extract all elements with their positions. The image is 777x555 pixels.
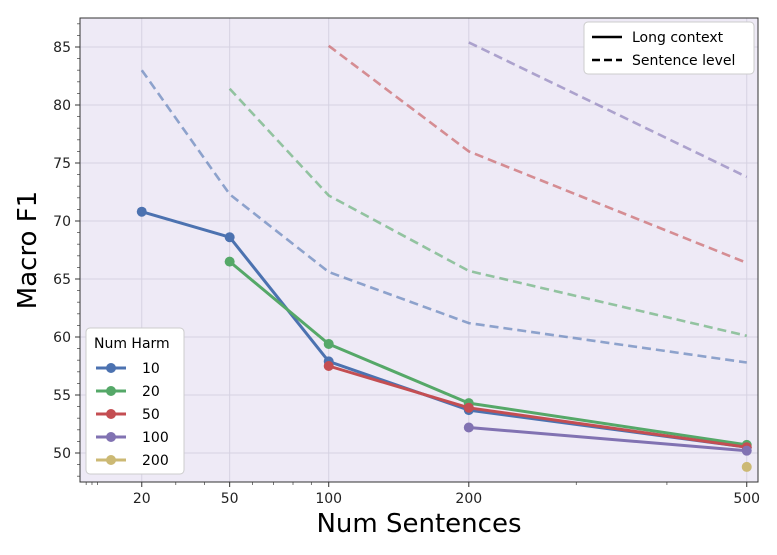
- x-tick-label: 500: [733, 491, 760, 507]
- series-line-sentence-level-20: [228, 87, 747, 338]
- legend-swatch-marker: [106, 455, 116, 465]
- data-point-100: [463, 422, 474, 433]
- y-tick-label: 85: [53, 40, 71, 56]
- y-tick-label: 65: [53, 272, 71, 288]
- legend-title: Num Harm: [94, 336, 170, 352]
- data-point-200: [741, 461, 752, 472]
- y-tick-label: 55: [53, 388, 71, 404]
- data-point-20: [224, 256, 235, 267]
- legend-swatch-marker: [106, 363, 116, 373]
- x-axis-title: Num Sentences: [316, 509, 521, 539]
- legend-label: 20: [142, 384, 160, 400]
- legend-label: Long context: [632, 30, 724, 46]
- legend-swatch-marker: [106, 386, 116, 396]
- plot-frame: [79, 17, 759, 483]
- legend-line-style: Long context Sentence level: [583, 21, 755, 75]
- y-tick-label: 80: [53, 98, 71, 114]
- legend-box: [583, 21, 755, 75]
- axes: 50 55 60 65 70 75 80 85 20 50 100 200 500: [53, 17, 760, 507]
- legend-swatch-marker: [106, 409, 116, 419]
- legend-label: 50: [142, 407, 160, 423]
- data-point-100: [741, 445, 752, 456]
- legend-label: 100: [142, 430, 169, 446]
- series-line-long-context-100: [468, 426, 747, 453]
- x-tick-label: 20: [133, 491, 151, 507]
- y-tick-label: 75: [53, 156, 71, 172]
- legend-swatch-marker: [106, 432, 116, 442]
- legend-num-harm: Num Harm 10 20 50 100 200: [85, 327, 185, 475]
- x-tick-label: 100: [315, 491, 342, 507]
- y-tick-label: 50: [53, 446, 71, 462]
- data-point-10: [224, 232, 235, 243]
- y-axis-title: Macro F1: [13, 191, 43, 309]
- series-line-sentence-level-10: [140, 69, 747, 364]
- legend-label: 10: [142, 361, 160, 377]
- data-point-50: [463, 402, 474, 413]
- legend-label: 200: [142, 453, 169, 469]
- x-tick-label: 50: [221, 491, 239, 507]
- y-tick-label: 70: [53, 214, 71, 230]
- y-tick-label: 60: [53, 330, 71, 346]
- series-line-sentence-level-100: [468, 41, 748, 179]
- grid: [80, 18, 758, 482]
- series-line-sentence-level-50: [327, 44, 748, 265]
- x-tick-label: 200: [455, 491, 482, 507]
- plot-background: [80, 18, 758, 482]
- series-line-long-context-20: [228, 260, 747, 447]
- series-layer: [136, 41, 752, 472]
- legend-label: Sentence level: [632, 53, 735, 69]
- data-point-10: [136, 206, 147, 217]
- data-point-20: [323, 338, 334, 349]
- data-point-50: [323, 361, 334, 371]
